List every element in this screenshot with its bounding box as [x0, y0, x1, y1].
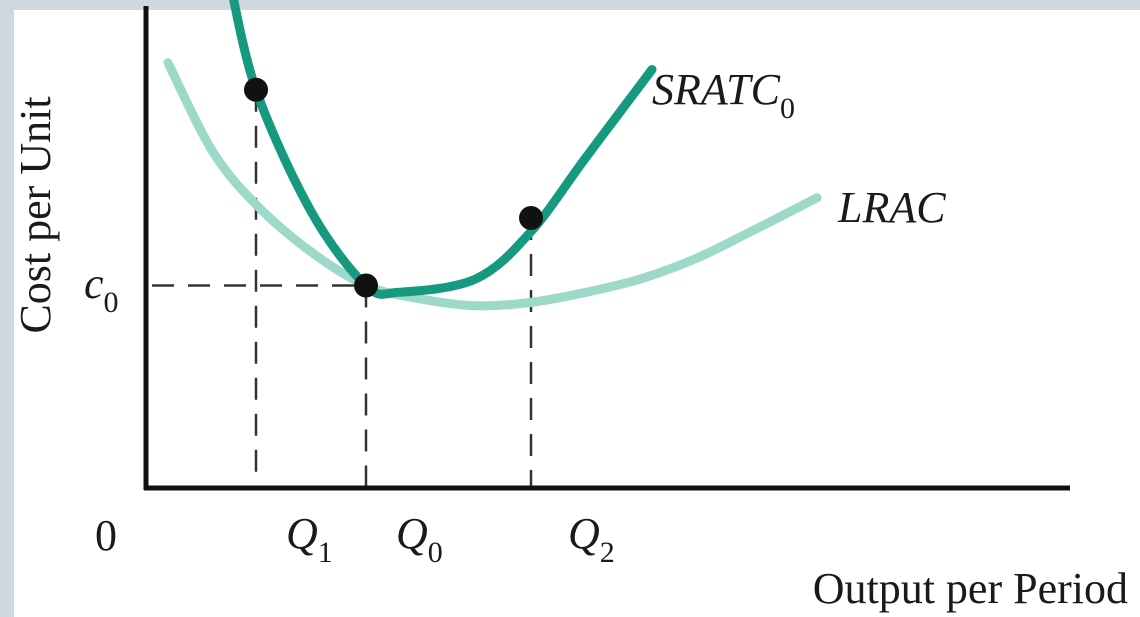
curves: [163, 0, 822, 311]
guide-lines: [152, 89, 533, 488]
x-tick-label-q0: Q0: [396, 509, 443, 569]
x-tick-label-q2: Q2: [568, 509, 615, 569]
y-tick-subscript: 0: [104, 286, 119, 319]
data-point-1: [244, 77, 268, 102]
x-tick-q1-main: Q: [286, 509, 318, 558]
y-axis-label: Cost per Unit: [11, 96, 60, 333]
x-axis-label: Output per Period: [813, 564, 1128, 613]
x-tick-q1-sub: 1: [318, 536, 333, 569]
x-tick-label-q1: Q1: [286, 509, 333, 569]
x-tick-q0-main: Q: [396, 509, 428, 558]
x-tick-q0-sub: 0: [428, 536, 443, 569]
chart-frame: [14, 10, 1140, 617]
x-tick-q2-main: Q: [568, 509, 600, 558]
sratc-curve: [229, 0, 657, 299]
sratc-label-sub: 0: [780, 92, 795, 125]
sratc-label-main: SRATC: [652, 65, 781, 114]
origin-label: 0: [95, 511, 117, 560]
y-tick-label-c0: c0: [84, 259, 119, 319]
lrac-curve: [163, 58, 822, 311]
series-label-sratc: SRATC0: [652, 65, 795, 125]
axes: [143, 6, 1070, 491]
series-label-lrac: LRAC: [837, 183, 946, 232]
x-tick-q2-sub: 2: [600, 536, 615, 569]
y-tick-main: c: [84, 259, 104, 308]
data-point-3: [519, 206, 543, 230]
marked-points: [244, 77, 543, 298]
data-point-2: [354, 273, 378, 298]
